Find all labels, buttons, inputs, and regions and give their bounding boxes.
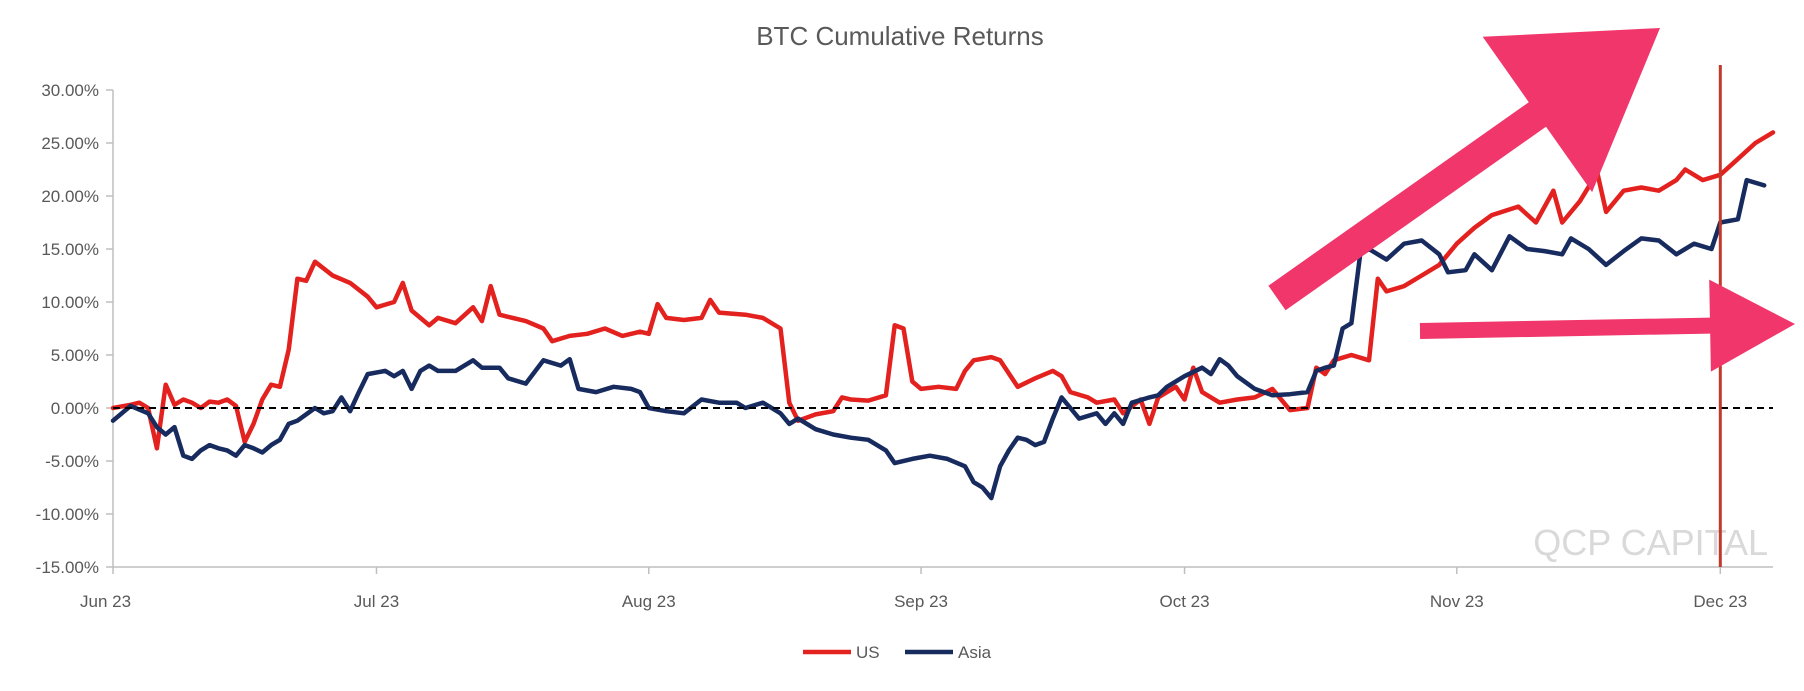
legend-item-us: US bbox=[803, 643, 880, 662]
x-tick-label: Jun 23 bbox=[80, 592, 131, 611]
y-axis-tick-labels: 30.00% 25.00% 20.00% 15.00% 10.00% 5.00% 0.00%… bbox=[36, 81, 99, 577]
y-tick-label: 15.00% bbox=[41, 240, 99, 259]
y-tick-label: 10.00% bbox=[41, 293, 99, 312]
trend-arrow-up-right bbox=[1268, 28, 1660, 311]
x-tick-label: Oct 23 bbox=[1159, 592, 1209, 611]
x-tick-label: Sep 23 bbox=[894, 592, 948, 611]
watermark-text: QCP CAPITAL bbox=[1533, 522, 1768, 563]
y-tick-label: 30.00% bbox=[41, 81, 99, 100]
x-tick-label: Aug 23 bbox=[622, 592, 676, 611]
legend-item-asia: Asia bbox=[905, 643, 992, 662]
annotation-layer bbox=[113, 28, 1795, 567]
x-tick-label: Dec 23 bbox=[1693, 592, 1747, 611]
x-tick-label: Jul 23 bbox=[354, 592, 399, 611]
y-tick-label: -10.00% bbox=[36, 505, 99, 524]
x-axis-tick-labels: Jun 23 Jul 23 Aug 23 Sep 23 Oct 23 Nov 23 Dec … bbox=[80, 592, 1747, 611]
series-line-us bbox=[110, 130, 1776, 451]
x-tick-label: Nov 23 bbox=[1430, 592, 1484, 611]
y-tick-label: 25.00% bbox=[41, 134, 99, 153]
axes bbox=[106, 89, 1773, 574]
legend-label: Asia bbox=[958, 643, 992, 662]
legend: US Asia bbox=[803, 643, 992, 662]
legend-label: US bbox=[856, 643, 880, 662]
y-tick-label: 5.00% bbox=[51, 346, 99, 365]
y-tick-label: -15.00% bbox=[36, 558, 99, 577]
series-layer bbox=[110, 130, 1776, 501]
trend-arrow-right bbox=[1419, 279, 1795, 372]
series-line-asia bbox=[110, 177, 1767, 501]
y-tick-label: 0.00% bbox=[51, 399, 99, 418]
y-tick-label: -5.00% bbox=[45, 452, 99, 471]
chart-title: BTC Cumulative Returns bbox=[756, 21, 1044, 51]
y-tick-label: 20.00% bbox=[41, 187, 99, 206]
